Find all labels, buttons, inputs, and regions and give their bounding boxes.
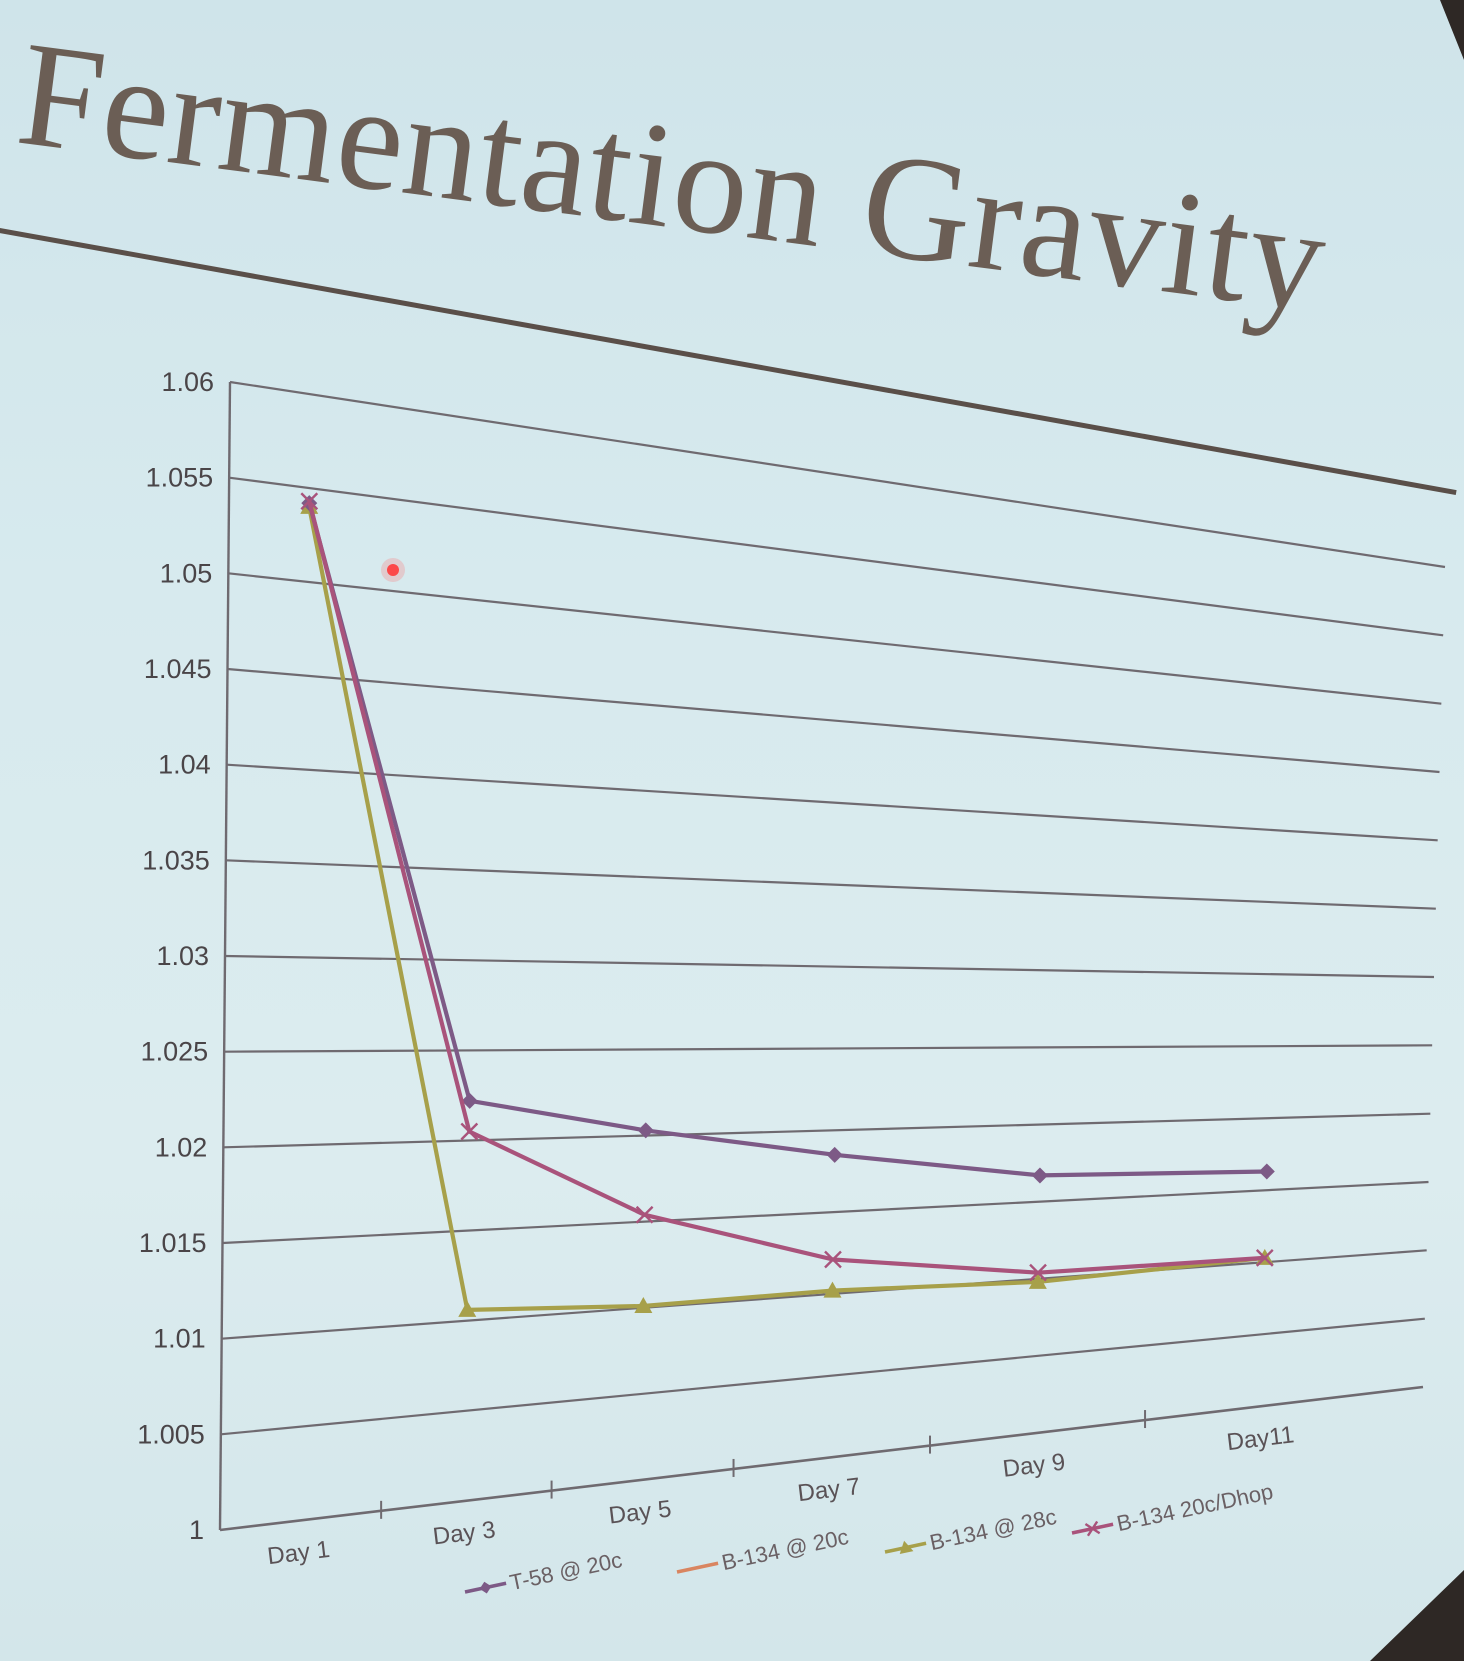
data-point	[458, 1300, 477, 1317]
legend-label: T-58 @ 20c	[507, 1547, 624, 1595]
x-tick-label: Day 7	[796, 1473, 861, 1507]
gridline	[225, 859, 1436, 910]
y-tick-label: 1.03	[156, 941, 209, 971]
x-tick-label: Day 1	[266, 1536, 331, 1570]
data-point	[479, 1581, 492, 1594]
x-tick-label: Day 5	[607, 1495, 672, 1529]
data-point	[635, 1205, 654, 1224]
laser-pointer-glow	[381, 558, 405, 582]
data-point	[461, 1092, 478, 1109]
gridline	[227, 667, 1440, 774]
y-tick-label: 1.06	[161, 367, 214, 397]
data-point	[1255, 1249, 1274, 1267]
y-tick-label: 1.04	[158, 750, 211, 780]
y-axis-tick-labels: 1 1.005 1.01 1.015 1.02 1.025 1.03 1.035 1.04 1.0…	[137, 367, 214, 1545]
y-tick-label: 1.05	[160, 558, 213, 588]
gridline	[223, 1112, 1431, 1149]
data-point	[1084, 1520, 1101, 1537]
data-point	[823, 1281, 842, 1298]
x-tick-label: Day 3	[431, 1516, 496, 1550]
y-tick-label: 1.025	[141, 1037, 209, 1067]
data-point	[1028, 1272, 1047, 1289]
x-tick-label: Day11	[1225, 1421, 1295, 1456]
gridline	[229, 476, 1444, 637]
data-point	[826, 1146, 843, 1163]
series-line	[301, 495, 1275, 1184]
data-point	[1029, 1263, 1047, 1282]
data-point	[460, 1122, 479, 1141]
gridline	[228, 572, 1442, 705]
legend-item: B-134 @ 20c	[676, 1524, 851, 1575]
legend-label: B-134 @ 20c	[719, 1524, 850, 1575]
series-path	[307, 502, 1267, 1178]
y-tick-label: 1.035	[142, 845, 210, 875]
legend-label: B-134 @ 28c	[927, 1504, 1058, 1555]
gridline	[221, 1249, 1427, 1340]
legend-item: B-134 20c/Dhop	[1071, 1479, 1275, 1537]
legend-label: B-134 20c/Dhop	[1114, 1479, 1275, 1537]
series-lines	[300, 492, 1275, 1317]
y-tick-label: 1.015	[139, 1228, 207, 1258]
data-point	[1031, 1167, 1048, 1184]
series-line	[300, 492, 1274, 1282]
gridline	[224, 954, 1435, 979]
data-point	[824, 1250, 842, 1269]
data-point	[1258, 1163, 1275, 1180]
gridline	[229, 380, 1446, 569]
laser-pointer-dot	[387, 564, 399, 576]
y-tick-label: 1	[189, 1515, 204, 1545]
y-axis-line	[218, 381, 232, 1531]
chart-axes	[218, 381, 1424, 1532]
y-tick-label: 1.045	[144, 654, 212, 684]
legend-item: T-58 @ 20c	[464, 1547, 624, 1595]
series-path	[307, 500, 1265, 1275]
gridline	[226, 763, 1438, 842]
series-line	[300, 497, 1274, 1317]
series-path	[307, 506, 1266, 1313]
legend-item: B-134 @ 28c	[884, 1504, 1059, 1555]
x-axis-line	[219, 1385, 1424, 1532]
y-tick-label: 1.02	[155, 1132, 208, 1162]
gridlines	[220, 380, 1446, 1436]
x-tick-label: Day 9	[1001, 1449, 1066, 1483]
gridline	[224, 1044, 1433, 1053]
data-point	[634, 1297, 653, 1314]
legend-swatch-line	[676, 1561, 719, 1574]
y-tick-label: 1.005	[137, 1419, 205, 1449]
y-tick-label: 1.055	[146, 463, 214, 493]
gridline	[220, 1317, 1425, 1436]
y-tick-label: 1.01	[153, 1324, 206, 1354]
data-point	[899, 1540, 914, 1554]
data-point	[637, 1122, 654, 1139]
gridline	[222, 1180, 1429, 1245]
chart-legend: T-58 @ 20c B-134 @ 20c B-134 @ 28c B-134 20…	[464, 1479, 1275, 1595]
data-point	[300, 492, 319, 511]
